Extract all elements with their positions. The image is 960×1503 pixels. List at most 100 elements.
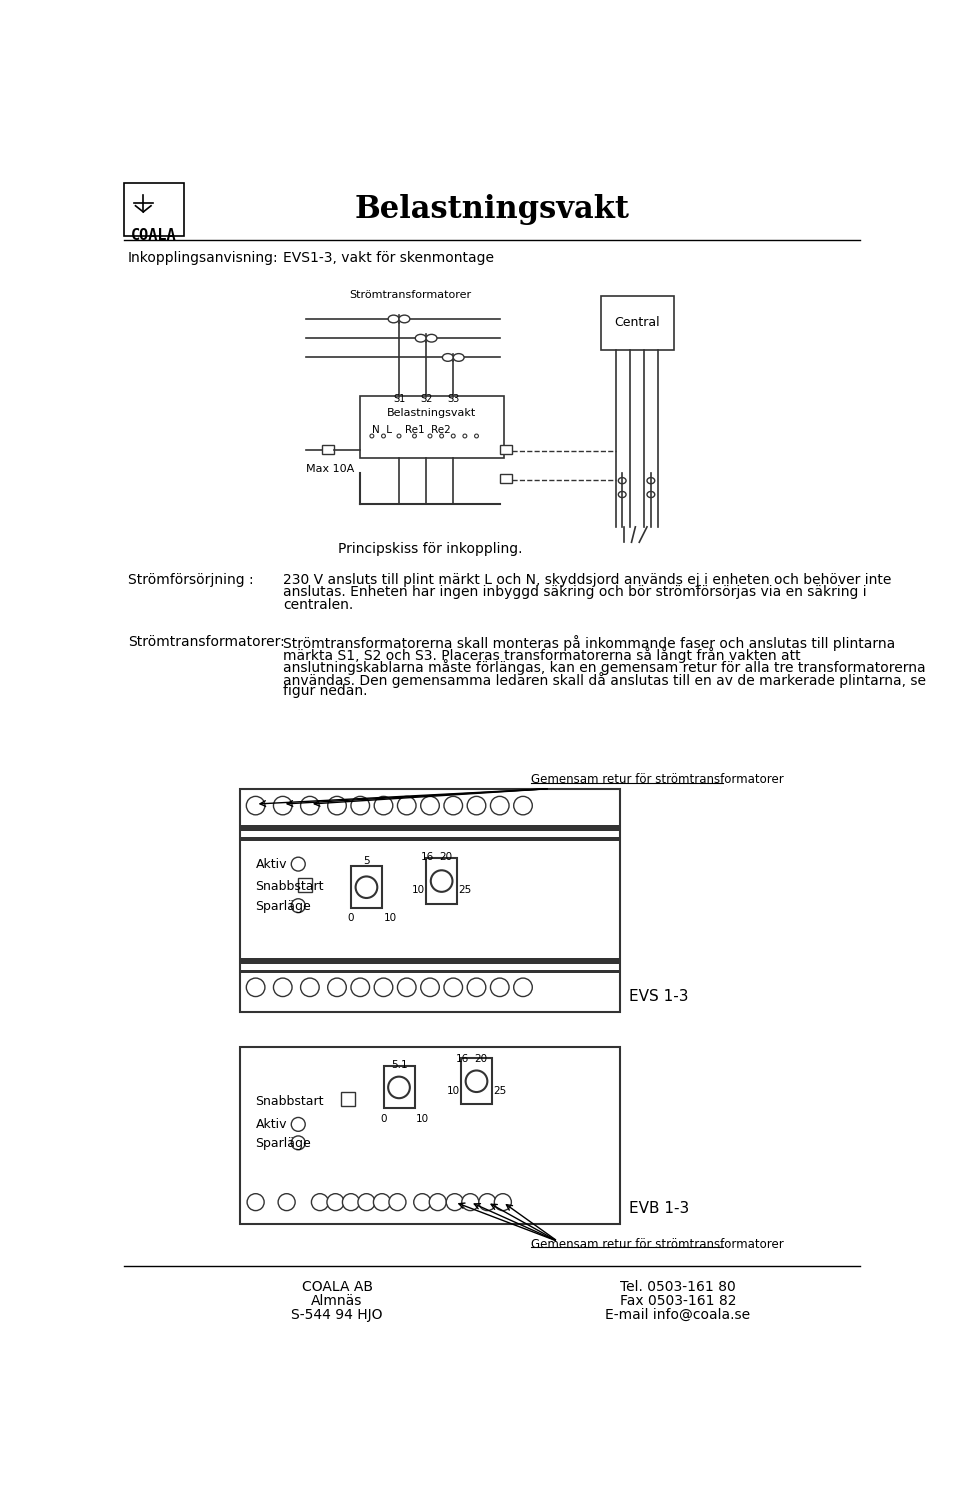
Circle shape [388, 1076, 410, 1099]
Text: 10: 10 [446, 1085, 460, 1096]
Circle shape [373, 1193, 391, 1210]
Circle shape [327, 1193, 344, 1210]
Ellipse shape [399, 316, 410, 323]
Text: E-mail info@coala.se: E-mail info@coala.se [606, 1308, 751, 1321]
Bar [461, 1058, 492, 1105]
Text: Max 10A: Max 10A [306, 464, 354, 473]
Bar [124, 183, 184, 236]
Ellipse shape [647, 478, 655, 484]
Circle shape [355, 876, 377, 897]
Circle shape [274, 797, 292, 815]
Text: Belastningsvakt: Belastningsvakt [387, 407, 476, 418]
Bar [240, 957, 620, 965]
Ellipse shape [474, 434, 478, 437]
Circle shape [494, 1193, 512, 1210]
Text: Strömtransformatorer:: Strömtransformatorer: [128, 634, 284, 649]
Circle shape [444, 978, 463, 996]
Text: märkta S1, S2 och S3. Placeras transformatorerna så långt från vakten att: märkta S1, S2 och S3. Placeras transform… [283, 646, 801, 663]
Circle shape [327, 797, 347, 815]
Ellipse shape [453, 353, 464, 361]
Bar [351, 866, 382, 908]
Text: S3: S3 [447, 394, 460, 404]
Circle shape [291, 1117, 305, 1132]
Circle shape [446, 1193, 464, 1210]
Bar [601, 296, 674, 350]
Circle shape [274, 978, 292, 996]
Bar [240, 837, 620, 842]
Ellipse shape [618, 491, 626, 497]
Text: figur nedan.: figur nedan. [283, 684, 368, 697]
Circle shape [300, 978, 319, 996]
Ellipse shape [463, 434, 467, 437]
Text: Fax 0503-161 82: Fax 0503-161 82 [620, 1294, 736, 1308]
Circle shape [420, 797, 440, 815]
Circle shape [300, 797, 319, 815]
Text: Principskiss för inkoppling.: Principskiss för inkoppling. [338, 543, 522, 556]
Circle shape [374, 797, 393, 815]
Circle shape [514, 978, 532, 996]
Text: Aktiv: Aktiv [255, 858, 287, 870]
Text: Belastningsvakt: Belastningsvakt [354, 194, 630, 225]
Text: Sparläge: Sparläge [255, 1136, 311, 1150]
Circle shape [291, 899, 305, 912]
Circle shape [491, 797, 509, 815]
Text: centralen.: centralen. [283, 598, 353, 612]
Ellipse shape [440, 434, 444, 437]
Ellipse shape [381, 434, 385, 437]
Ellipse shape [428, 434, 432, 437]
Text: 0: 0 [348, 914, 354, 923]
Ellipse shape [416, 334, 426, 343]
Circle shape [247, 797, 265, 815]
Ellipse shape [388, 316, 399, 323]
Circle shape [491, 978, 509, 996]
Circle shape [343, 1193, 359, 1210]
Ellipse shape [443, 353, 453, 361]
Text: anslutas. Enheten har ingen inbyggd säkring och bör strömförsörjas via en säkrin: anslutas. Enheten har ingen inbyggd säkr… [283, 585, 866, 600]
Bar [322, 445, 334, 454]
Text: 5.1: 5.1 [391, 1060, 407, 1070]
Text: 20: 20 [439, 852, 452, 861]
Text: Gemensam retur för strömtransformatorer: Gemensam retur för strömtransformatorer [531, 1237, 783, 1250]
Circle shape [420, 978, 440, 996]
Text: S1: S1 [393, 394, 405, 404]
Ellipse shape [370, 434, 373, 437]
Text: 20: 20 [474, 1054, 487, 1064]
Circle shape [429, 1193, 446, 1210]
Circle shape [358, 1193, 375, 1210]
Bar [240, 825, 620, 831]
Text: Snabbstart: Snabbstart [255, 1096, 324, 1108]
Circle shape [468, 797, 486, 815]
Text: Sparläge: Sparläge [255, 899, 311, 912]
Bar [299, 878, 312, 891]
Circle shape [374, 978, 393, 996]
Ellipse shape [647, 491, 655, 497]
Text: Inkopplingsanvisning:: Inkopplingsanvisning: [128, 251, 278, 265]
Bar [360, 395, 504, 457]
Text: EVS1-3, vakt för skenmontage: EVS1-3, vakt för skenmontage [283, 251, 493, 265]
Circle shape [479, 1193, 496, 1210]
Circle shape [291, 1136, 305, 1150]
Circle shape [351, 797, 370, 815]
Text: Strömförsörjning :: Strömförsörjning : [128, 573, 253, 588]
Text: Gemensam retur för strömtransformatorer: Gemensam retur för strömtransformatorer [531, 773, 783, 786]
Circle shape [291, 857, 305, 872]
Text: anslutningskablarna måste förlängas, kan en gemensam retur för alla tre transfor: anslutningskablarna måste förlängas, kan… [283, 660, 925, 675]
Text: 16: 16 [456, 1054, 469, 1064]
Ellipse shape [397, 434, 401, 437]
Bar [500, 473, 512, 482]
Circle shape [389, 1193, 406, 1210]
Bar [383, 1066, 415, 1108]
Circle shape [247, 978, 265, 996]
Text: Snabbstart: Snabbstart [255, 879, 324, 893]
Bar [240, 969, 620, 974]
Text: 25: 25 [459, 885, 472, 896]
Text: Central: Central [614, 316, 660, 329]
Ellipse shape [618, 478, 626, 484]
Bar [426, 858, 457, 905]
Circle shape [466, 1070, 488, 1093]
Text: 10: 10 [383, 914, 396, 923]
Text: 10: 10 [416, 1114, 429, 1124]
Circle shape [397, 797, 416, 815]
Ellipse shape [413, 434, 417, 437]
Text: 230 V ansluts till plint märkt L och N, skyddsjord används ej i enheten och behö: 230 V ansluts till plint märkt L och N, … [283, 573, 891, 588]
